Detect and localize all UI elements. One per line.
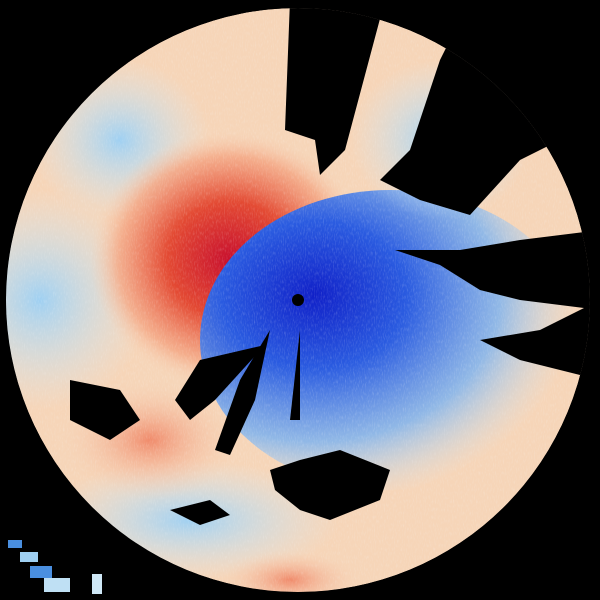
radar-site <box>292 294 304 306</box>
scattered-returns <box>8 540 102 594</box>
